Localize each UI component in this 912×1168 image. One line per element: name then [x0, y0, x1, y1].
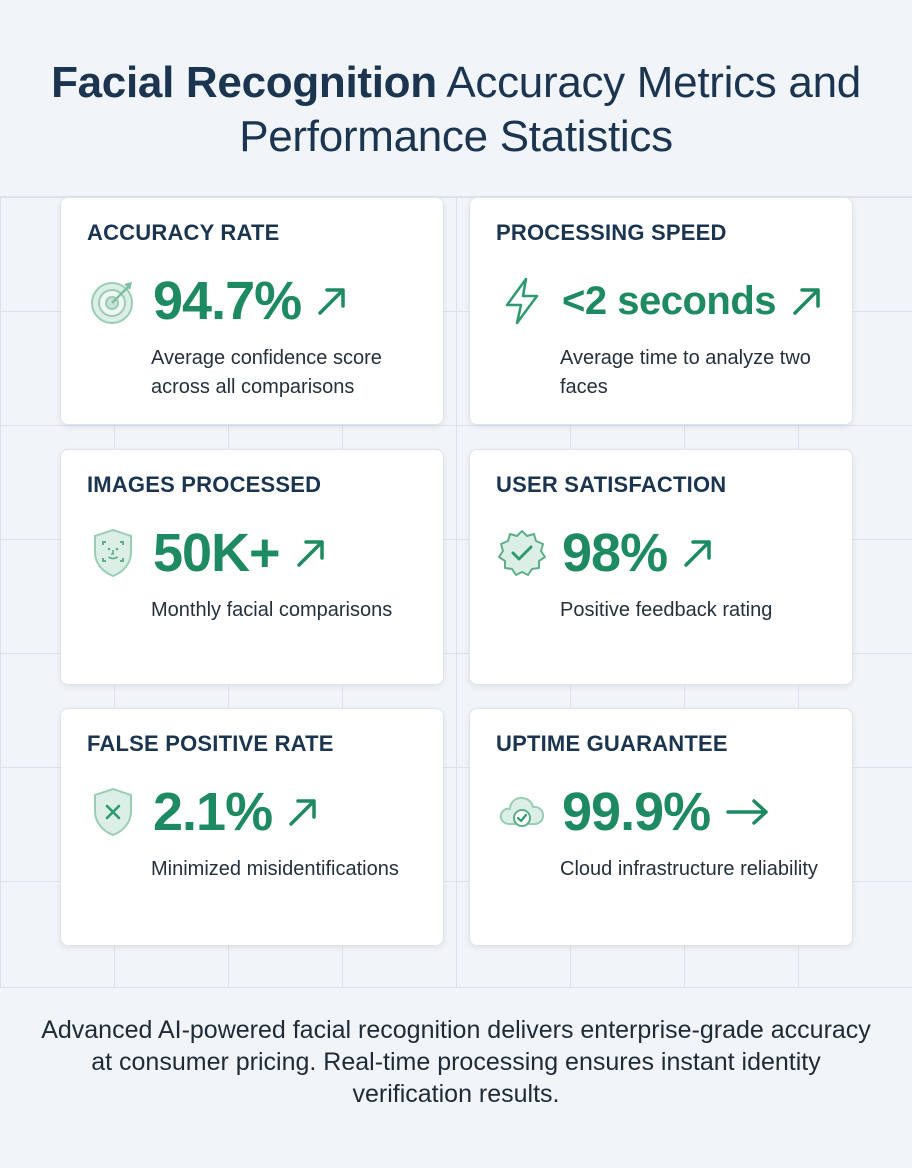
trend-up-arrow-icon	[681, 536, 715, 570]
footer-summary: Advanced AI-powered facial recognition d…	[41, 1016, 871, 1108]
cloud-check-icon	[496, 786, 548, 838]
metric-value: 99.9%	[562, 782, 711, 842]
metric-value: <2 seconds	[562, 278, 777, 323]
metric-value: 2.1%	[153, 782, 273, 842]
shield-x-icon	[87, 786, 139, 838]
metric-value: 50K+	[153, 523, 281, 583]
metric-value: 98%	[562, 523, 668, 583]
card-label: ACCURACY RATE	[87, 220, 280, 245]
metric-row: 50K+	[87, 518, 328, 588]
title-rest: Accuracy Metrics and Performance Statist…	[239, 58, 861, 161]
metric-card-accuracy-rate: ACCURACY RATE 94.7% Average confidence s…	[60, 197, 444, 425]
trend-up-arrow-icon	[790, 284, 824, 318]
lightning-icon	[496, 275, 548, 327]
metric-description: Cloud infrastructure reliability	[560, 858, 818, 880]
target-icon	[87, 275, 139, 327]
metric-description: Average time to analyze two faces	[560, 347, 811, 398]
metric-value: 94.7%	[153, 271, 302, 331]
metric-card-uptime-guarantee: UPTIME GUARANTEE 99.9% Cloud infrastruct…	[469, 708, 853, 946]
trend-up-arrow-icon	[286, 795, 320, 829]
card-label: FALSE POSITIVE RATE	[87, 731, 334, 756]
card-label: PROCESSING SPEED	[496, 220, 727, 245]
metric-row: 94.7%	[87, 266, 349, 336]
metric-card-user-satisfaction: USER SATISFACTION 98% Positive feedback …	[469, 449, 853, 685]
face-scan-shield-icon	[87, 527, 139, 579]
title-bold: Facial Recognition	[51, 58, 437, 107]
page-title: Facial Recognition Accuracy Metrics and …	[0, 56, 912, 164]
metric-row: <2 seconds	[496, 266, 824, 336]
metric-card-processing-speed: PROCESSING SPEED <2 seconds Average time…	[469, 197, 853, 425]
metric-row: 2.1%	[87, 777, 320, 847]
metric-row: 98%	[496, 518, 715, 588]
card-label: UPTIME GUARANTEE	[496, 731, 728, 756]
card-label: USER SATISFACTION	[496, 472, 727, 497]
trend-up-arrow-icon	[315, 284, 349, 318]
metric-description: Monthly facial comparisons	[151, 599, 393, 621]
metric-description: Minimized misidentifications	[151, 858, 399, 880]
metric-card-false-positive-rate: FALSE POSITIVE RATE 2.1% Minimized misid…	[60, 708, 444, 946]
metric-row: 99.9%	[496, 777, 772, 847]
trend-right-arrow-icon	[724, 795, 772, 829]
metric-description: Average confidence score across all comp…	[151, 347, 382, 398]
metric-card-images-processed: IMAGES PROCESSED 50K+ Monthly facial com…	[60, 449, 444, 685]
verified-badge-icon	[496, 527, 548, 579]
card-label: IMAGES PROCESSED	[87, 472, 322, 497]
trend-up-arrow-icon	[294, 536, 328, 570]
metric-description: Positive feedback rating	[560, 599, 773, 621]
